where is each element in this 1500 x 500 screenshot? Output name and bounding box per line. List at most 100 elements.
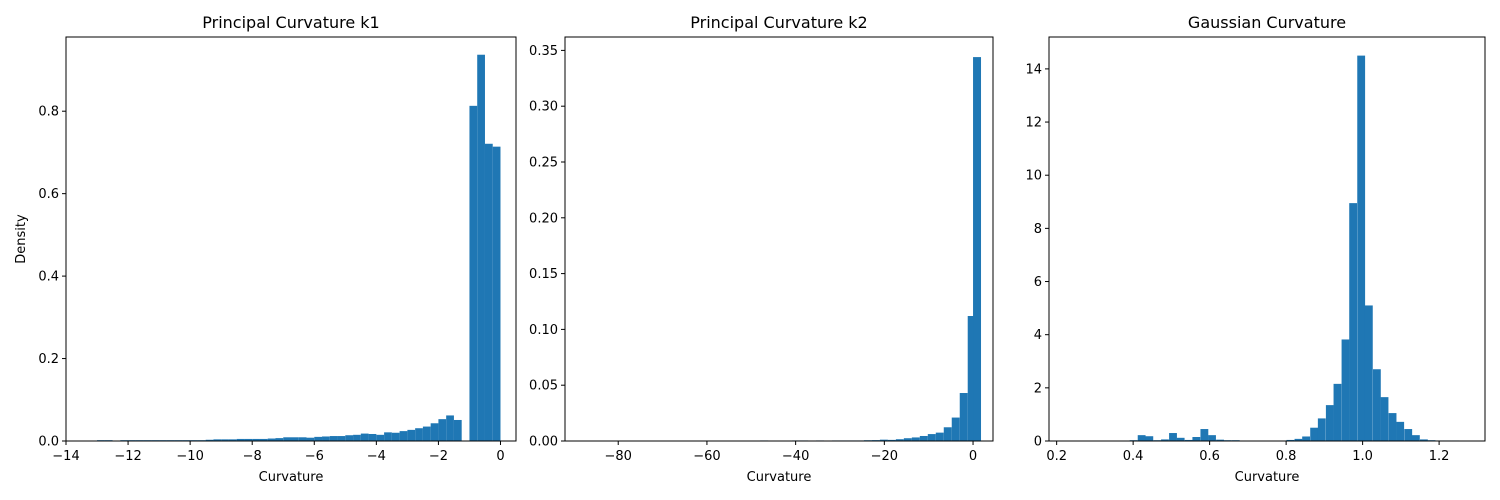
gaussian-x-axis-label: Curvature (1235, 470, 1300, 485)
gaussian-bar (1200, 429, 1209, 441)
gaussian-x-ticks: 0.2 0.4 0.6 0.8 1.0 1.2 (1046, 441, 1449, 464)
k1-bar (314, 436, 323, 441)
k1-bar (391, 432, 400, 441)
k1-bar (228, 439, 237, 441)
k1-bar (252, 438, 260, 441)
k2-bar (919, 435, 928, 441)
k1-bar (430, 423, 439, 441)
gaussian-y-tick-label: 8 (1034, 222, 1042, 237)
k1-y-tick-label: 0.6 (38, 187, 59, 202)
k1-bar (329, 436, 338, 441)
k1-y-tick-label: 0.8 (38, 105, 59, 120)
k2-chart-title: Principal Curvature k2 (690, 13, 867, 32)
k1-bars (97, 54, 501, 441)
gaussian-y-tick-label: 6 (1034, 275, 1042, 290)
k2-bar (887, 439, 896, 441)
k1-x-tick-label: −8 (243, 449, 262, 464)
k2-y-tick-label: 0.05 (529, 379, 558, 394)
k1-chart-title: Principal Curvature k1 (202, 13, 379, 32)
k1-x-tick-label: −14 (52, 449, 79, 464)
k1-bar (322, 436, 330, 441)
k1-bar (384, 432, 392, 441)
gaussian-bar (1184, 439, 1193, 441)
k1-bar (213, 439, 222, 441)
gaussian-bar (1145, 436, 1154, 441)
k2-y-tick-label: 0.10 (529, 323, 558, 338)
gaussian-bar (1317, 418, 1326, 441)
gaussian-bar (1302, 436, 1311, 441)
k1-x-tick-label: −4 (367, 449, 386, 464)
k1-bar (205, 439, 214, 441)
k2-bars (760, 57, 982, 442)
gaussian-x-tick-label: 0.8 (1276, 449, 1297, 464)
k1-plot-frame (65, 36, 517, 442)
k1-bar (446, 415, 454, 441)
panel-k1: −14 −12 −10 −8 −6 −4 −2 0 0.0 0.2 0.4 0.6 0.8 Princ… (14, 13, 517, 485)
k1-bar (376, 434, 385, 441)
gaussian-bars (1129, 55, 1460, 442)
gaussian-x-tick-label: 0.4 (1123, 449, 1144, 464)
k2-bar (967, 316, 976, 441)
gaussian-x-tick-label: 0.2 (1046, 449, 1067, 464)
gaussian-plot-frame (1048, 36, 1486, 442)
k2-bar (903, 438, 912, 441)
gaussian-bar (1325, 405, 1334, 441)
k1-y-axis-label: Density (14, 214, 29, 264)
gaussian-y-tick-label: 0 (1034, 435, 1042, 450)
k2-bar (927, 434, 936, 441)
panel-k2: −80 −60 −40 −20 0 0.000.050.100.150.200.250.… (529, 13, 994, 485)
k2-x-tick-label: −40 (782, 449, 809, 464)
k1-x-tick-label: −10 (176, 449, 203, 464)
k1-bar (415, 428, 423, 441)
k2-y-tick-label: 0.15 (529, 267, 558, 282)
k1-bar (453, 419, 462, 441)
k1-bar (291, 437, 299, 441)
gaussian-x-tick-label: 0.6 (1199, 449, 1220, 464)
gaussian-bar (1411, 435, 1420, 441)
k1-bar (244, 438, 253, 441)
k2-x-tick-label: −20 (871, 449, 898, 464)
k2-bar (973, 57, 982, 442)
k1-bar (283, 437, 291, 441)
k1-bar (236, 438, 245, 441)
k1-y-tick-label: 0.2 (38, 352, 59, 367)
gaussian-bar (1372, 369, 1381, 441)
k1-x-tick-label: 0 (496, 449, 504, 464)
panel-gaussian: 0.2 0.4 0.6 0.8 1.0 1.2 0 2 4 6 8 10 12 14 Gaussian … (1025, 13, 1486, 485)
k2-x-tick-label: −80 (605, 449, 632, 464)
gaussian-bar (1364, 305, 1373, 441)
k2-x-tick-label: 0 (969, 449, 977, 464)
gaussian-bar (1349, 203, 1358, 441)
gaussian-bar (1137, 435, 1146, 441)
gaussian-bar (1169, 433, 1177, 441)
k1-bar (399, 431, 408, 441)
gaussian-bar (1404, 429, 1413, 441)
k1-bar (469, 105, 478, 441)
k2-y-tick-label: 0.25 (529, 155, 558, 170)
k1-bar (422, 426, 431, 441)
gaussian-bar (1286, 439, 1295, 441)
k2-x-tick-label: −60 (693, 449, 720, 464)
k2-bar (959, 393, 968, 441)
gaussian-y-tick-label: 10 (1025, 169, 1042, 184)
gaussian-bar (1176, 437, 1185, 441)
gaussian-x-tick-label: 1.0 (1352, 449, 1373, 464)
gaussian-bar (1294, 438, 1303, 441)
k2-y-tick-label: 0.00 (529, 435, 558, 450)
k2-y-ticks: 0.00 0.05 0.10 0.15 0.20 0.25 0.30 0.35 (529, 44, 565, 450)
k1-x-axis-label: Curvature (259, 470, 324, 485)
gaussian-bar (1419, 439, 1428, 441)
k1-bar (298, 437, 307, 441)
gaussian-bar (1341, 339, 1350, 441)
k2-y-tick-label: 0.35 (529, 44, 558, 59)
gaussian-y-tick-label: 12 (1025, 116, 1042, 131)
k2-x-ticks: −80 −60 −40 −20 0 (605, 441, 977, 464)
k1-bar (221, 439, 229, 441)
gaussian-x-tick-label: 1.2 (1429, 449, 1450, 464)
k1-bar (407, 429, 416, 441)
k1-y-tick-label: 0.0 (38, 435, 59, 450)
k1-bar (345, 435, 354, 441)
k1-bar (438, 419, 447, 441)
k2-y-tick-label: 0.30 (529, 100, 558, 115)
